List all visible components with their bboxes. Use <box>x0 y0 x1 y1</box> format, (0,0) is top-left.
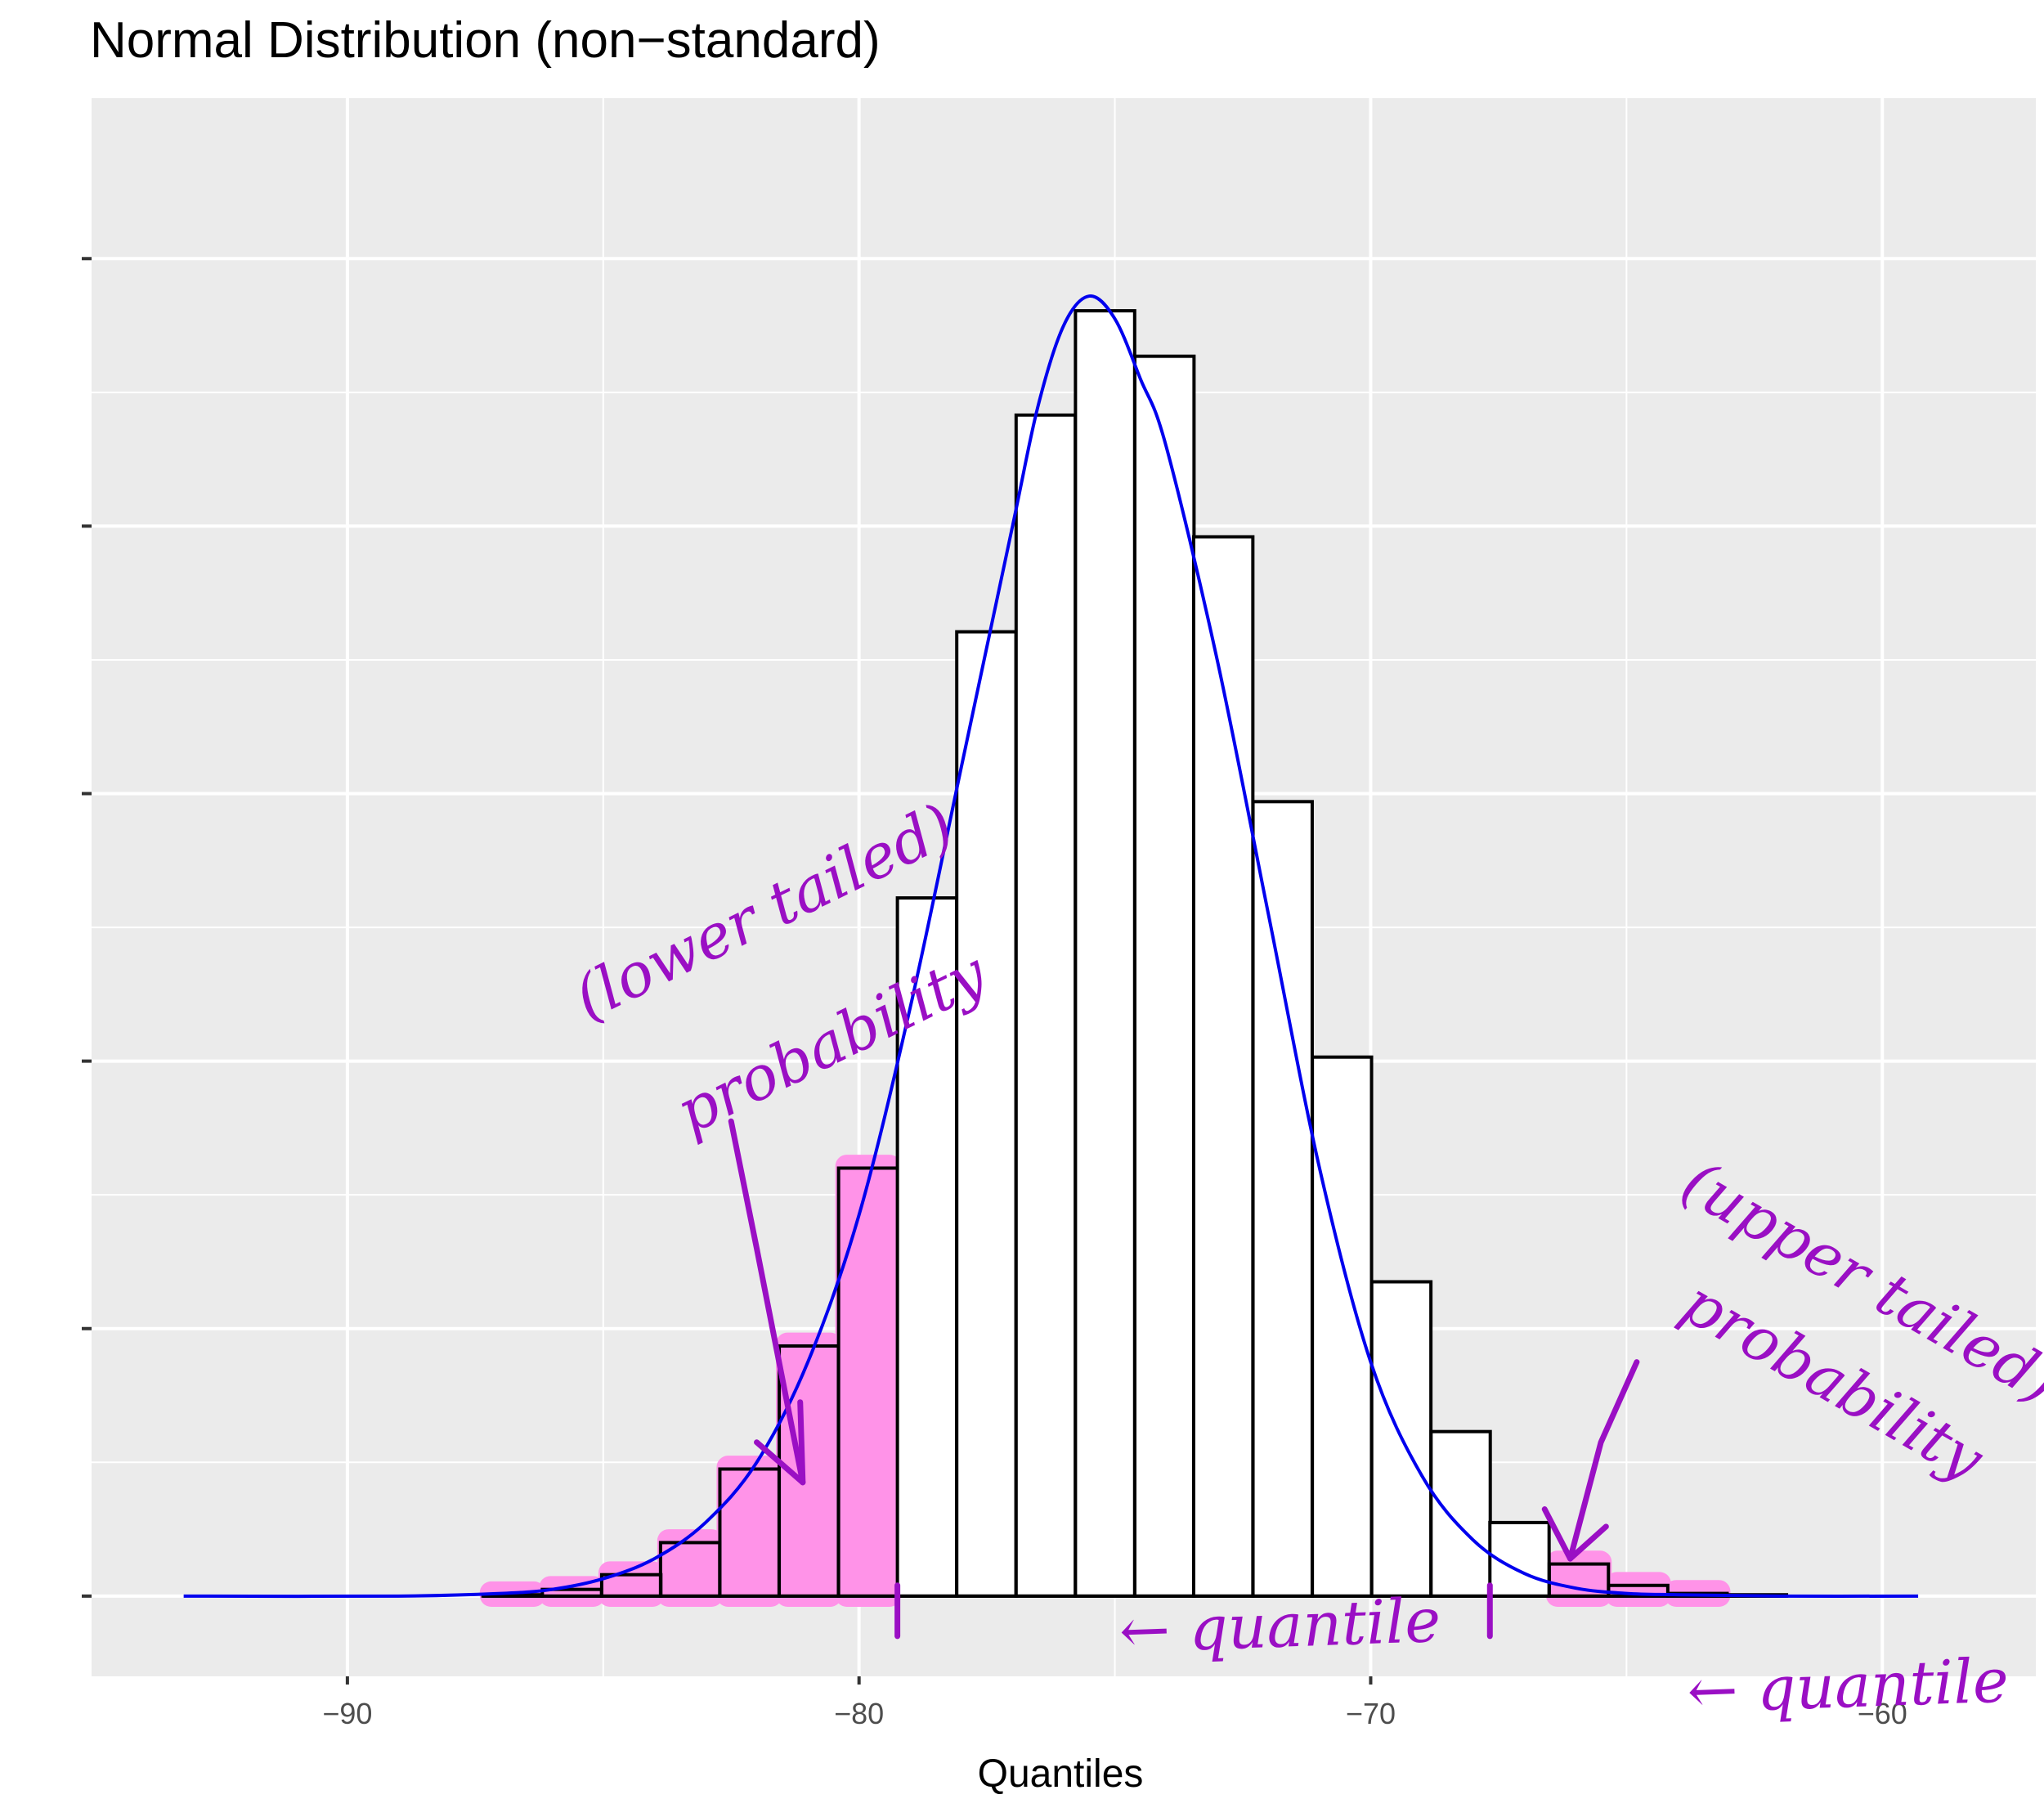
histogram-bar <box>1132 354 1196 1598</box>
axes: −90 −80 −70 −60 <box>82 257 1907 1730</box>
highlight-patch <box>1605 1572 1671 1607</box>
x-tick-label: −70 <box>1346 1697 1396 1730</box>
annotation-text: ← quantile <box>1686 1645 2010 1727</box>
x-axis-title: Quantiles <box>978 1752 1144 1796</box>
highlight-patch <box>776 1332 842 1607</box>
histogram-bar <box>1429 1429 1492 1598</box>
highlight-patch <box>716 1456 782 1607</box>
x-tick-label: −80 <box>834 1697 884 1730</box>
density-curve-layer <box>183 294 1919 1599</box>
histogram-bar <box>1074 309 1136 1598</box>
upper-tail-arrowhead <box>1541 1506 1609 1562</box>
histogram-bar <box>1251 800 1314 1598</box>
lower-tail-arrow <box>728 1118 806 1486</box>
highlight-patch <box>1545 1550 1612 1607</box>
annotation-text: ← quantile <box>1118 1586 1441 1667</box>
x-tick-label: −60 <box>1858 1697 1907 1730</box>
histogram-bars <box>481 309 1789 1598</box>
highlight-patch <box>835 1155 902 1607</box>
x-tick-label: −90 <box>322 1697 372 1730</box>
histogram-bar <box>1311 1055 1374 1598</box>
upper-tail-arrow <box>1567 1359 1640 1562</box>
histogram-bar <box>955 630 1018 1598</box>
density-curve <box>183 294 1919 1599</box>
chart-title: Normal Distribution (non−standard) <box>90 12 881 69</box>
lower-tail-arrowhead <box>754 1399 806 1486</box>
histogram-bar <box>1014 413 1078 1598</box>
histogram-bar <box>1191 535 1255 1598</box>
